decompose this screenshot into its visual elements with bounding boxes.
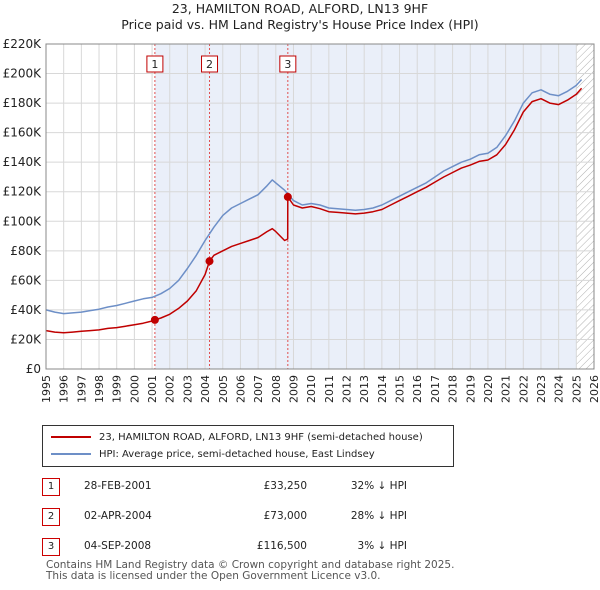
x-tick-label: 2008 [270, 375, 283, 403]
sale-price: £73,000 [263, 510, 307, 522]
sale-hpi-diff: 3% ↓ HPI [357, 540, 407, 552]
y-tick-label: £120K [3, 185, 43, 199]
x-tick-label: 2011 [323, 375, 336, 403]
x-tick-label: 2007 [252, 375, 265, 403]
sale-number-badge: 1 [42, 478, 60, 496]
sale-number-badge: 3 [42, 538, 60, 556]
y-tick-label: £0 [26, 362, 41, 376]
sale-date: 28-FEB-2001 [84, 480, 152, 492]
legend-label-property: 23, HAMILTON ROAD, ALFORD, LN13 9HF (sem… [99, 431, 423, 443]
chart-legend: 23, HAMILTON ROAD, ALFORD, LN13 9HF (sem… [42, 425, 454, 467]
y-tick-label: £220K [3, 37, 43, 51]
legend-swatch-hpi [51, 453, 91, 455]
y-tick-label: £80K [10, 244, 42, 258]
chart-title-line1: 23, HAMILTON ROAD, ALFORD, LN13 9HF [171, 1, 429, 16]
x-tick-label: 2002 [164, 375, 177, 403]
sale-marker-badge [279, 55, 297, 73]
x-tick-label: 1998 [93, 375, 106, 403]
x-tick-label: 2025 [570, 375, 583, 403]
x-tick-label: 1999 [111, 375, 124, 403]
x-tick-label: 2004 [199, 375, 212, 403]
x-tick-label: 2022 [517, 375, 530, 403]
y-tick-label: £100K [3, 214, 43, 228]
property-price-line [45, 87, 583, 334]
x-tick-label: 1995 [40, 375, 53, 403]
x-tick-label: 2020 [482, 375, 495, 403]
legend-item-hpi: HPI: Average price, semi-detached house,… [51, 446, 375, 462]
forecast-hatch [576, 44, 594, 369]
y-tick-label: £40K [10, 303, 42, 317]
sale-row: 1 28-FEB-2001 £33,250 32% ↓ HPI [42, 476, 407, 498]
sale-price: £116,500 [256, 540, 307, 552]
x-tick-label: 2015 [394, 375, 407, 403]
x-tick-label: 2005 [217, 375, 230, 403]
sale-point [205, 257, 214, 266]
sale-row: 2 02-APR-2004 £73,000 28% ↓ HPI [42, 506, 407, 528]
footer-attribution: Contains HM Land Registry data © Crown c… [46, 560, 454, 582]
sale-marker-badge [201, 55, 219, 73]
x-tick-label: 2013 [358, 375, 371, 403]
x-tick-label: 2021 [500, 375, 513, 403]
x-tick-label: 2001 [146, 375, 159, 403]
x-tick-label: 2010 [305, 375, 318, 403]
sale-marker-number: 2 [206, 58, 213, 71]
x-tick-label: 1996 [58, 375, 71, 403]
x-tick-label: 2000 [128, 375, 141, 403]
sale-date: 04-SEP-2008 [84, 540, 152, 552]
x-tick-label: 2009 [287, 375, 300, 403]
plot-border [45, 43, 595, 370]
sale-point [150, 315, 159, 324]
legend-item-property: 23, HAMILTON ROAD, ALFORD, LN13 9HF (sem… [51, 429, 423, 445]
sale-price: £33,250 [263, 480, 307, 492]
sale-hpi-diff: 28% ↓ HPI [350, 510, 407, 522]
x-tick-label: 2018 [447, 375, 460, 403]
x-tick-label: 2024 [553, 375, 566, 403]
x-tick-label: 2006 [234, 375, 247, 403]
y-tick-label: £180K [3, 96, 43, 110]
y-tick-label: £200K [3, 67, 43, 81]
y-tick-label: £140K [3, 155, 43, 169]
sale-number-badge: 2 [42, 508, 60, 526]
y-tick-label: £20K [10, 332, 42, 346]
legend-label-hpi: HPI: Average price, semi-detached house,… [99, 448, 375, 460]
y-tick-label: £160K [3, 126, 43, 140]
x-tick-label: 2012 [341, 375, 354, 403]
x-tick-label: 2023 [535, 375, 548, 403]
price-chart: 1 2 3 £0 £20K £40K £60K £80K £100K £120K £140K £16… [3, 37, 600, 403]
sale-point [283, 192, 292, 201]
sale-marker-number: 1 [151, 58, 158, 71]
sale-marker-badge [146, 55, 164, 73]
x-tick-label: 2003 [181, 375, 194, 403]
legend-swatch-property [51, 436, 91, 438]
x-tick-label: 2026 [588, 375, 600, 403]
x-tick-label: 2017 [429, 375, 442, 403]
sale-hpi-diff: 32% ↓ HPI [350, 480, 407, 492]
x-tick-label: 2016 [411, 375, 424, 403]
sale-date: 02-APR-2004 [84, 510, 152, 522]
post-sale-shading [154, 44, 577, 369]
footer-line2: This data is licensed under the Open Gov… [46, 570, 381, 582]
sale-marker-number: 3 [284, 58, 291, 71]
chart-title-line2: Price paid vs. HM Land Registry's House … [121, 17, 479, 32]
footer-line1: Contains HM Land Registry data © Crown c… [46, 559, 455, 571]
x-tick-label: 1997 [75, 375, 88, 403]
x-tick-label: 2019 [464, 375, 477, 403]
x-tick-label: 2014 [376, 375, 389, 403]
y-tick-label: £60K [10, 273, 42, 287]
hpi-line [45, 78, 583, 315]
sale-row: 3 04-SEP-2008 £116,500 3% ↓ HPI [42, 536, 407, 558]
